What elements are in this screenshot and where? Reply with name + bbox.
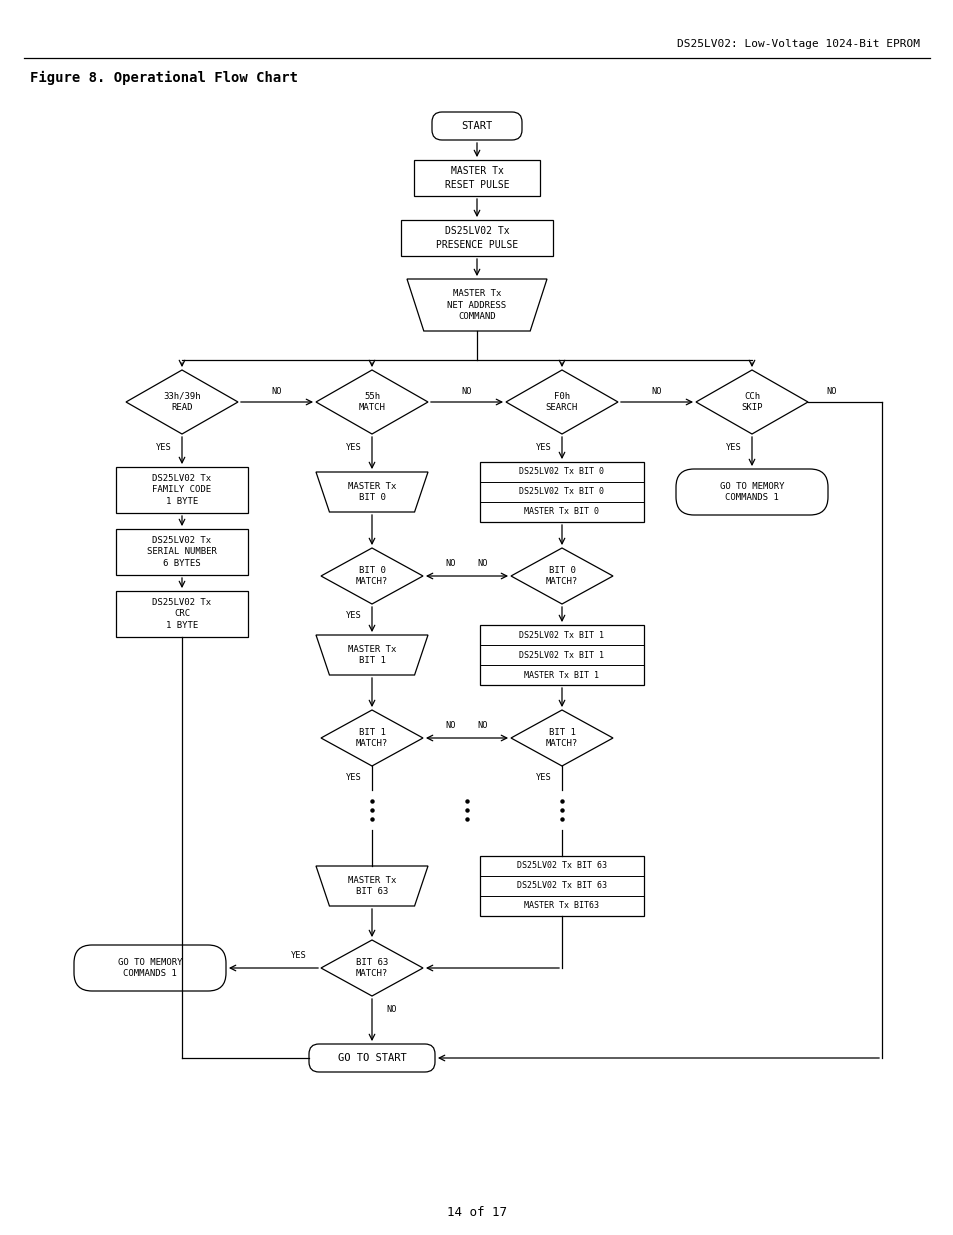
Text: DS25LV02 Tx BIT 1: DS25LV02 Tx BIT 1 [519, 631, 604, 640]
Polygon shape [315, 370, 428, 433]
Text: YES: YES [291, 951, 307, 961]
Text: NO: NO [826, 387, 837, 395]
Text: GO TO MEMORY
COMMANDS 1: GO TO MEMORY COMMANDS 1 [719, 482, 783, 503]
Text: YES: YES [156, 443, 172, 452]
Text: MASTER Tx BIT63: MASTER Tx BIT63 [524, 902, 598, 910]
Text: YES: YES [346, 443, 361, 452]
Text: F0h
SEARCH: F0h SEARCH [545, 391, 578, 412]
Polygon shape [696, 370, 807, 433]
FancyBboxPatch shape [74, 945, 226, 990]
Polygon shape [315, 472, 428, 513]
Text: NO: NO [445, 559, 456, 568]
FancyBboxPatch shape [400, 220, 553, 256]
Text: BIT 1
MATCH?: BIT 1 MATCH? [545, 727, 578, 748]
Text: START: START [461, 121, 492, 131]
FancyBboxPatch shape [116, 529, 248, 576]
Text: MASTER Tx
BIT 0: MASTER Tx BIT 0 [348, 482, 395, 503]
Text: DS25LV02 Tx
CRC
1 BYTE: DS25LV02 Tx CRC 1 BYTE [152, 598, 212, 630]
FancyBboxPatch shape [414, 161, 539, 196]
Polygon shape [320, 940, 422, 995]
Text: YES: YES [346, 773, 361, 783]
FancyBboxPatch shape [479, 462, 643, 522]
Polygon shape [315, 866, 428, 906]
Text: 14 of 17: 14 of 17 [447, 1205, 506, 1219]
Polygon shape [315, 635, 428, 676]
Text: NO: NO [386, 1005, 396, 1014]
Polygon shape [511, 548, 613, 604]
Text: NO: NO [461, 387, 472, 395]
Text: DS25LV02 Tx
PRESENCE PULSE: DS25LV02 Tx PRESENCE PULSE [436, 226, 517, 249]
Text: DS25LV02 Tx BIT 0: DS25LV02 Tx BIT 0 [519, 468, 604, 477]
Text: DS25LV02 Tx BIT 0: DS25LV02 Tx BIT 0 [519, 488, 604, 496]
Text: NO: NO [272, 387, 282, 395]
Polygon shape [407, 279, 546, 331]
FancyBboxPatch shape [432, 112, 521, 140]
Text: DS25LV02: Low-Voltage 1024-Bit EPROM: DS25LV02: Low-Voltage 1024-Bit EPROM [677, 40, 919, 49]
Text: GO TO MEMORY
COMMANDS 1: GO TO MEMORY COMMANDS 1 [117, 957, 182, 978]
Text: DS25LV02 Tx BIT 63: DS25LV02 Tx BIT 63 [517, 882, 606, 890]
Text: MASTER Tx BIT 1: MASTER Tx BIT 1 [524, 671, 598, 679]
FancyBboxPatch shape [309, 1044, 435, 1072]
Text: MASTER Tx
BIT 63: MASTER Tx BIT 63 [348, 876, 395, 897]
Polygon shape [320, 710, 422, 766]
Text: NO: NO [477, 559, 488, 568]
Polygon shape [505, 370, 618, 433]
FancyBboxPatch shape [479, 856, 643, 916]
Text: Figure 8. Operational Flow Chart: Figure 8. Operational Flow Chart [30, 70, 297, 85]
Text: DS25LV02 Tx
FAMILY CODE
1 BYTE: DS25LV02 Tx FAMILY CODE 1 BYTE [152, 474, 212, 506]
Text: MASTER Tx
BIT 1: MASTER Tx BIT 1 [348, 645, 395, 666]
Text: MASTER Tx
RESET PULSE: MASTER Tx RESET PULSE [444, 167, 509, 190]
Text: YES: YES [346, 611, 361, 620]
Text: YES: YES [725, 443, 741, 452]
Text: YES: YES [536, 443, 551, 452]
FancyBboxPatch shape [676, 469, 827, 515]
Text: NO: NO [477, 721, 488, 730]
Text: YES: YES [536, 773, 551, 783]
Text: BIT 0
MATCH?: BIT 0 MATCH? [355, 566, 388, 587]
Polygon shape [320, 548, 422, 604]
Text: BIT 0
MATCH?: BIT 0 MATCH? [545, 566, 578, 587]
Text: 55h
MATCH: 55h MATCH [358, 391, 385, 412]
FancyBboxPatch shape [116, 467, 248, 513]
Text: DS25LV02 Tx BIT 63: DS25LV02 Tx BIT 63 [517, 862, 606, 871]
FancyBboxPatch shape [116, 592, 248, 637]
Text: GO TO START: GO TO START [337, 1053, 406, 1063]
Polygon shape [511, 710, 613, 766]
Text: MASTER Tx
NET ADDRESS
COMMAND: MASTER Tx NET ADDRESS COMMAND [447, 289, 506, 321]
Text: NO: NO [651, 387, 661, 395]
Text: DS25LV02 Tx
SERIAL NUMBER
6 BYTES: DS25LV02 Tx SERIAL NUMBER 6 BYTES [147, 536, 216, 568]
FancyBboxPatch shape [479, 625, 643, 685]
Text: MASTER Tx BIT 0: MASTER Tx BIT 0 [524, 508, 598, 516]
Text: DS25LV02 Tx BIT 1: DS25LV02 Tx BIT 1 [519, 651, 604, 659]
Text: CCh
SKIP: CCh SKIP [740, 391, 762, 412]
Text: BIT 1
MATCH?: BIT 1 MATCH? [355, 727, 388, 748]
Polygon shape [126, 370, 237, 433]
Text: 33h/39h
READ: 33h/39h READ [163, 391, 200, 412]
Text: BIT 63
MATCH?: BIT 63 MATCH? [355, 957, 388, 978]
Text: NO: NO [445, 721, 456, 730]
